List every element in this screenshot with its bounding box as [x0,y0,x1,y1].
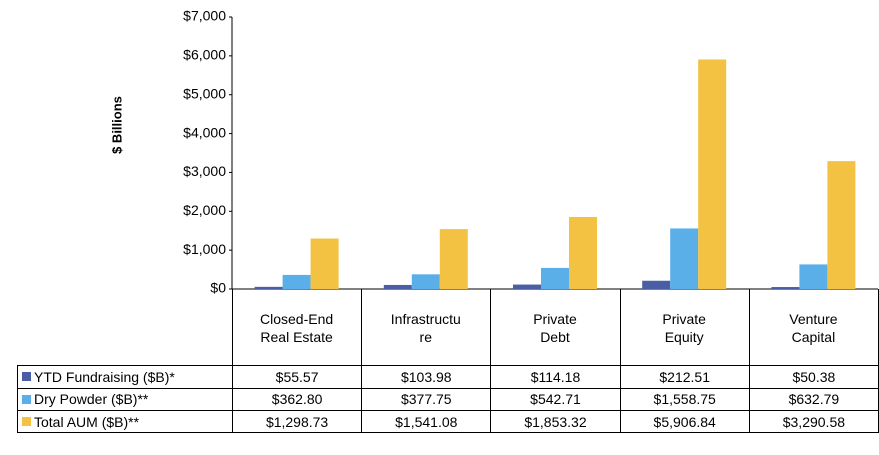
table-value: $1,558.75 [619,387,750,411]
legend-swatch [22,417,31,426]
bar [799,264,828,289]
x-tick-label: Venture Capital [789,310,838,345]
legend-swatch [22,394,31,404]
bar [513,284,541,289]
table-value: $114.18 [490,365,621,389]
table-value: $1,298.73 [232,410,363,433]
category-cell: Private Equity [620,289,749,366]
bar [771,287,800,289]
legend-cell: Total AUM ($B)** [17,410,233,433]
column-divider [361,289,363,366]
bar [670,228,699,289]
legend-swatch [22,372,31,382]
table-value: $362.80 [232,387,363,411]
y-tick-label: $0 [210,280,226,296]
table-value: $3,290.58 [748,410,879,433]
legend-label: YTD Fundraising ($B)* [34,368,175,385]
x-tick-label: Private Debt [533,310,577,345]
column-divider [748,289,750,366]
bar [541,267,569,289]
column-divider [619,289,621,366]
y-tick-label: $7,000 [183,8,226,24]
bar [439,229,468,289]
bar [569,216,597,289]
y-tick-label: $2,000 [183,202,226,218]
legend-cell: YTD Fundraising ($B)* [17,365,233,389]
table-value: $103.98 [361,365,492,389]
x-tick-label: Closed-End Real Estate [260,310,334,345]
y-tick-label: $6,000 [183,47,226,63]
column-divider [490,289,492,366]
column-divider [232,289,233,366]
table-value: $1,853.32 [490,410,621,433]
y-tick-label: $5,000 [183,85,226,101]
table-value: $632.79 [748,387,879,411]
x-tick-label: Private Equity [662,310,706,345]
bar [310,238,339,289]
table-value: $55.57 [232,365,363,389]
x-tick-label: Infrastructure [390,310,461,345]
legend-label: Dry Powder ($B)** [34,391,149,408]
table-value: $542.71 [490,387,621,411]
table-value: $5,906.84 [619,410,750,433]
table-value: $212.51 [619,365,750,389]
category-cell: Venture Capital [749,289,878,366]
category-cell: Closed-End Real Estate [232,289,361,366]
y-axis-label: $ Billions [109,96,124,154]
category-cell: Private Debt [490,289,619,366]
bar [698,59,727,289]
y-tick-label: $3,000 [183,163,226,179]
legend-label: Total AUM ($B)** [34,413,140,430]
bar [383,284,412,289]
category-cell: Infrastructure [361,289,490,366]
bar [282,274,311,289]
table-value: $377.75 [361,387,492,411]
y-tick-label: $4,000 [183,124,226,140]
table-value: $1,541.08 [361,410,492,433]
bar [827,161,856,289]
bar [411,274,440,289]
y-tick-label: $1,000 [183,241,226,257]
bar [254,286,283,289]
bar [642,280,671,289]
table-value: $50.38 [748,365,879,389]
legend-cell: Dry Powder ($B)** [17,387,233,411]
